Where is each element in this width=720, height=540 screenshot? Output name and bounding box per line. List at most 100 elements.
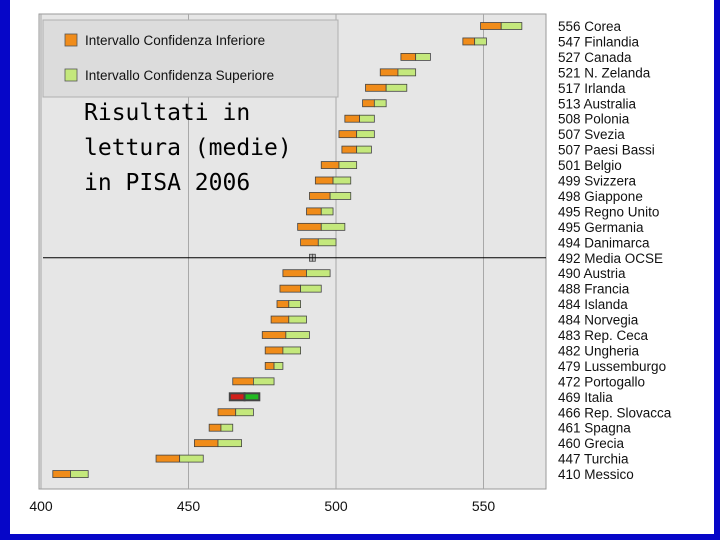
country-label-giappone: 498 Giappone (558, 189, 643, 204)
country-label-rep-ceca: 483 Rep. Ceca (558, 328, 649, 343)
country-label-australia: 513 Australia (558, 96, 637, 111)
bar-upper-spagna (220, 423, 234, 432)
bar-lower-paesi-bassi (341, 145, 358, 154)
bar-lower-danimarca (300, 238, 319, 247)
bar-lower-lussemburgo (264, 361, 275, 370)
country-label-n-zelanda: 521 N. Zelanda (558, 65, 651, 80)
bar-lower-rep-ceca (261, 331, 287, 339)
bar-lower-norvegia (270, 315, 290, 324)
bar-upper-giappone (329, 192, 352, 200)
bar-lower-polonia (344, 114, 361, 123)
country-label-paesi-bassi: 507 Paesi Bassi (558, 143, 655, 158)
country-label-corea: 556 Corea (558, 19, 622, 34)
bar-upper-portogallo (252, 377, 275, 386)
country-label-turchia: 447 Turchia (558, 452, 629, 467)
country-label-francia: 488 Francia (558, 282, 630, 297)
country-label-lussemburgo: 479 Lussemburgo (558, 359, 666, 374)
bar-lower-australia (362, 99, 375, 108)
country-label-svezia: 507 Svezia (558, 127, 625, 142)
bar-lower-svizzera (314, 176, 334, 185)
legend-box (42, 19, 339, 98)
bar-upper-norvegia (288, 315, 307, 324)
bar-upper-ungheria (282, 346, 301, 355)
bar-lower-regno-unito (306, 207, 322, 216)
legend-label-lower: Intervallo Confidenza Inferiore (85, 33, 265, 48)
x-tick-label-450: 450 (177, 498, 201, 514)
bar-upper-regno-unito (320, 207, 334, 216)
country-label-norvegia: 484 Norvegia (558, 313, 639, 328)
country-label-belgio: 501 Belgio (558, 158, 622, 173)
bar-lower-germania (297, 222, 322, 231)
country-label-messico: 410 Messico (558, 467, 634, 482)
bar-lower-francia (279, 284, 302, 293)
bar-lower-italia (228, 392, 246, 402)
bar-lower-giappone (309, 192, 331, 200)
country-label-canada: 527 Canada (558, 50, 632, 65)
legend-swatch-upper (64, 68, 78, 82)
x-axis-ticks: 400 450 500 550 (29, 498, 495, 514)
legend-label-upper: Intervallo Confidenza Superiore (85, 68, 274, 83)
bar-upper-grecia (217, 439, 243, 448)
country-label-portogallo: 472 Portogallo (558, 374, 645, 389)
country-label-finlandia: 547 Finlandia (558, 34, 640, 49)
country-label-irlanda: 517 Irlanda (558, 81, 626, 96)
bar-lower-portogallo (232, 377, 254, 386)
bar-lower-corea (480, 22, 502, 30)
bar-lower-irlanda (365, 83, 387, 92)
bar-upper-rep-ceca (285, 331, 310, 339)
bar-upper-turchia (179, 454, 204, 463)
country-label-svizzera: 499 Svizzera (558, 174, 637, 189)
bar-lower-finlandia (462, 37, 476, 46)
title-line-3: in PISA 2006 (84, 170, 250, 196)
bar-upper-germania (320, 222, 346, 231)
bar-lower-ungheria (264, 346, 284, 355)
country-label-italia: 469 Italia (558, 390, 613, 405)
bar-lower-belgio (320, 161, 340, 169)
bar-upper-lussemburgo (273, 361, 284, 370)
bar-lower-n-zelanda (379, 68, 399, 77)
country-label-ungheria: 482 Ungheria (558, 343, 640, 358)
bar-upper-finlandia (474, 37, 487, 46)
bar-lower-spagna (208, 423, 222, 432)
x-tick-label-400: 400 (29, 498, 53, 514)
bar-upper-irlanda (385, 83, 408, 92)
country-label-regno-unito: 495 Regno Unito (558, 204, 659, 219)
bar-upper-svizzera (332, 176, 352, 185)
bar-upper-svezia (356, 130, 375, 139)
bar-upper-messico (70, 470, 89, 478)
bar-upper-n-zelanda (397, 68, 417, 77)
bar-upper-rep-slovacca (235, 408, 254, 417)
title-line-1: Risultati in (84, 100, 250, 126)
bar-lower-rep-slovacca (217, 408, 237, 417)
country-label-islanda: 484 Islanda (558, 297, 628, 312)
bar-upper-austria (306, 269, 331, 278)
country-label-austria: 490 Austria (558, 266, 626, 281)
bar-upper-australia (373, 99, 387, 108)
country-label-polonia: 508 Polonia (558, 112, 630, 127)
country-label-danimarca: 494 Danimarca (558, 235, 650, 250)
bar-lower-svezia (338, 130, 358, 139)
confidence-bars (52, 22, 523, 478)
bar-lower-canada (400, 53, 417, 61)
bar-upper-danimarca (317, 238, 337, 247)
bar-lower-austria (282, 269, 307, 278)
x-tick-label-550: 550 (472, 498, 496, 514)
country-label-rep-slovacca: 466 Rep. Slovacca (558, 405, 672, 420)
bar-upper-belgio (338, 161, 358, 169)
legend-swatch-lower (64, 33, 78, 47)
bar-upper-paesi-bassi (356, 145, 372, 154)
bar-lower-islanda (276, 300, 290, 309)
bar-lower-grecia (193, 439, 219, 448)
country-label-grecia: 460 Grecia (558, 436, 625, 451)
bar-upper-italia (243, 392, 261, 402)
bar-lower-turchia (155, 454, 181, 463)
x-tick-label-500: 500 (324, 498, 348, 514)
bar-upper-corea (500, 22, 523, 30)
country-label-spagna: 461 Spagna (558, 421, 631, 436)
bar-upper-canada (415, 53, 431, 61)
bar-upper-islanda (288, 300, 301, 309)
slide-panel: 400 450 500 550 556 Corea 547 Finlandia 527 C… (10, 0, 714, 534)
bar-upper-francia (300, 284, 322, 293)
